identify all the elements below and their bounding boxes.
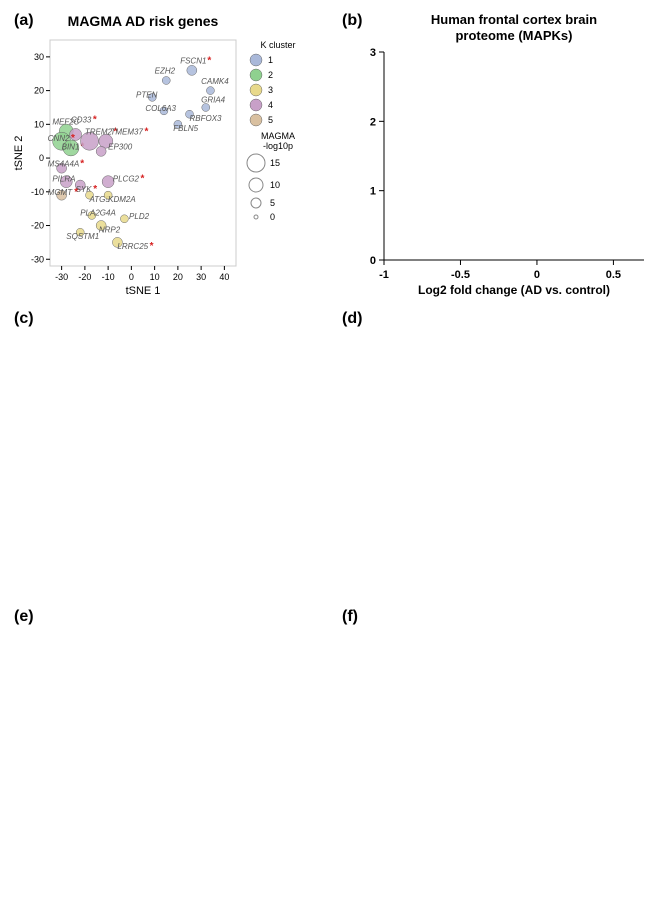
panel-f-svg bbox=[336, 604, 656, 894]
svg-text:-0.5: -0.5 bbox=[451, 269, 470, 281]
panel-f: (f) bbox=[336, 604, 656, 894]
svg-text:40: 40 bbox=[219, 272, 229, 282]
panel-e-label: (e) bbox=[14, 608, 34, 626]
svg-text:-30: -30 bbox=[31, 254, 44, 264]
svg-text:0.5: 0.5 bbox=[606, 269, 621, 281]
svg-text:*: * bbox=[150, 241, 154, 252]
panel-d: (d) bbox=[336, 306, 656, 596]
panel-d-svg bbox=[336, 306, 656, 596]
figure-grid: (a) MAGMA AD risk genes-30-20-1001020304… bbox=[8, 8, 650, 894]
svg-text:-10: -10 bbox=[31, 187, 44, 197]
svg-text:-30: -30 bbox=[55, 272, 68, 282]
svg-text:SQSTM1: SQSTM1 bbox=[66, 232, 99, 241]
svg-text:-20: -20 bbox=[78, 272, 91, 282]
svg-text:MS4A4A: MS4A4A bbox=[48, 159, 80, 168]
svg-text:-10: -10 bbox=[102, 272, 115, 282]
svg-text:*: * bbox=[207, 56, 211, 67]
panel-b: (b) Human frontal cortex brainproteome (… bbox=[336, 8, 656, 298]
panel-c-svg bbox=[8, 306, 328, 596]
svg-text:COL6A3: COL6A3 bbox=[145, 104, 176, 113]
svg-text:*: * bbox=[74, 187, 78, 198]
svg-text:PTEN: PTEN bbox=[136, 90, 158, 99]
svg-text:*: * bbox=[93, 184, 97, 195]
panel-b-svg: Human frontal cortex brainproteome (MAPK… bbox=[336, 8, 656, 298]
panel-d-label: (d) bbox=[342, 310, 362, 328]
svg-text:RBFOX3: RBFOX3 bbox=[190, 114, 223, 123]
svg-text:CAMK4: CAMK4 bbox=[201, 77, 229, 86]
svg-text:4: 4 bbox=[268, 100, 273, 110]
svg-text:PILRA: PILRA bbox=[52, 175, 75, 184]
svg-text:*: * bbox=[144, 126, 148, 137]
svg-text:30: 30 bbox=[196, 272, 206, 282]
svg-text:GRIA4: GRIA4 bbox=[201, 95, 226, 104]
svg-text:20: 20 bbox=[34, 86, 44, 96]
svg-text:-log10p: -log10p bbox=[263, 141, 293, 151]
svg-text:PLA2G4A: PLA2G4A bbox=[80, 208, 116, 217]
svg-text:20: 20 bbox=[173, 272, 183, 282]
svg-text:0: 0 bbox=[270, 212, 275, 222]
panel-c: (c) bbox=[8, 306, 328, 596]
svg-text:2: 2 bbox=[370, 116, 376, 128]
svg-text:PLCG2: PLCG2 bbox=[113, 175, 140, 184]
svg-text:1: 1 bbox=[370, 186, 376, 198]
svg-text:tSNE 2: tSNE 2 bbox=[13, 136, 25, 171]
svg-text:1: 1 bbox=[268, 55, 273, 65]
svg-text:*: * bbox=[141, 174, 145, 185]
svg-text:NRP2: NRP2 bbox=[99, 225, 121, 234]
svg-text:Human frontal cortex brain: Human frontal cortex brain bbox=[431, 12, 597, 27]
svg-text:10: 10 bbox=[34, 119, 44, 129]
svg-text:15: 15 bbox=[270, 158, 280, 168]
svg-text:30: 30 bbox=[34, 52, 44, 62]
panel-e-svg bbox=[8, 604, 328, 894]
panel-a: (a) MAGMA AD risk genes-30-20-1001020304… bbox=[8, 8, 328, 298]
svg-text:*: * bbox=[93, 115, 97, 126]
svg-text:*: * bbox=[80, 158, 84, 169]
svg-text:10: 10 bbox=[270, 180, 280, 190]
svg-text:KDM2A: KDM2A bbox=[108, 195, 136, 204]
svg-text:3: 3 bbox=[268, 85, 273, 95]
svg-text:FBLN5: FBLN5 bbox=[173, 124, 198, 133]
svg-text:MGMT: MGMT bbox=[48, 188, 74, 197]
svg-text:-1: -1 bbox=[379, 269, 389, 281]
svg-text:5: 5 bbox=[268, 115, 273, 125]
svg-text:0: 0 bbox=[370, 255, 376, 267]
svg-text:EP300: EP300 bbox=[108, 143, 133, 152]
svg-text:LRRC25: LRRC25 bbox=[117, 242, 148, 251]
svg-text:FSCN1: FSCN1 bbox=[180, 57, 206, 66]
svg-text:BIN1: BIN1 bbox=[62, 143, 80, 152]
svg-text:PLD2: PLD2 bbox=[129, 212, 150, 221]
panel-e: (e) bbox=[8, 604, 328, 894]
svg-text:0: 0 bbox=[39, 153, 44, 163]
svg-text:EZH2: EZH2 bbox=[155, 67, 176, 76]
svg-text:-20: -20 bbox=[31, 221, 44, 231]
svg-text:3: 3 bbox=[370, 47, 376, 59]
svg-text:2: 2 bbox=[268, 70, 273, 80]
svg-text:Log2 fold change (AD vs. contr: Log2 fold change (AD vs. control) bbox=[418, 283, 610, 297]
svg-text:proteome (MAPKs): proteome (MAPKs) bbox=[455, 28, 572, 43]
panel-a-label: (a) bbox=[14, 12, 34, 30]
svg-text:10: 10 bbox=[150, 272, 160, 282]
svg-text:tSNE 1: tSNE 1 bbox=[126, 285, 161, 297]
panel-c-label: (c) bbox=[14, 310, 34, 328]
svg-text:TMEM37: TMEM37 bbox=[110, 127, 143, 136]
svg-text:MAGMA: MAGMA bbox=[261, 131, 295, 141]
svg-text:0: 0 bbox=[534, 269, 540, 281]
panel-a-svg: MAGMA AD risk genes-30-20-10010203040-30… bbox=[8, 8, 328, 298]
svg-text:K cluster: K cluster bbox=[260, 40, 295, 50]
panel-f-label: (f) bbox=[342, 608, 358, 626]
panel-b-label: (b) bbox=[342, 12, 362, 30]
svg-text:MAGMA AD risk genes: MAGMA AD risk genes bbox=[68, 13, 219, 29]
svg-text:0: 0 bbox=[129, 272, 134, 282]
svg-text:5: 5 bbox=[270, 198, 275, 208]
svg-text:CD33: CD33 bbox=[71, 116, 92, 125]
